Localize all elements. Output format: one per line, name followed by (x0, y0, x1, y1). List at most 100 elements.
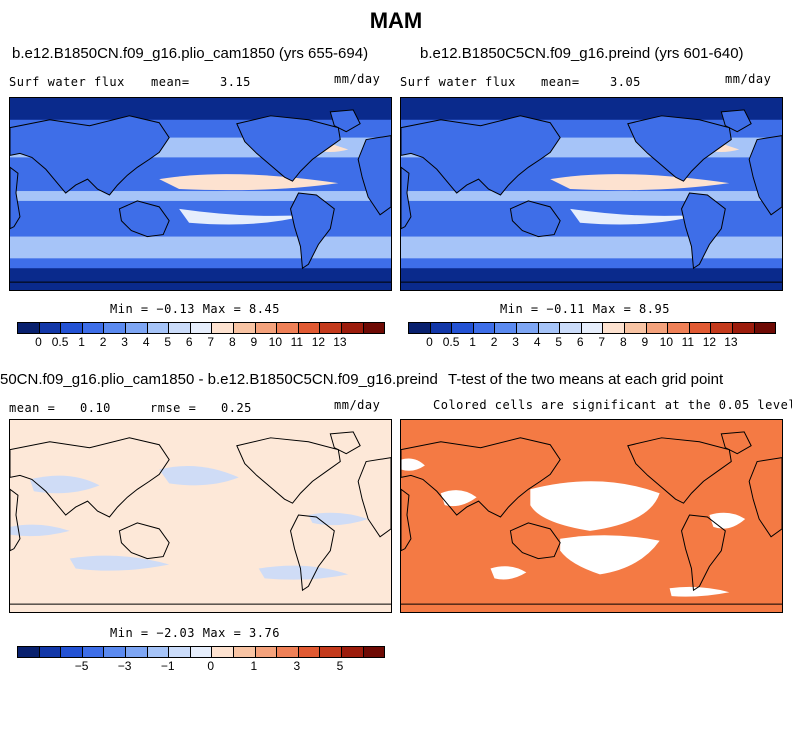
colorbar-tick-label: 0 (426, 335, 433, 349)
colorbar-tick-label: 2 (99, 335, 107, 349)
colorbar-box (298, 647, 321, 657)
colorbar-box (581, 323, 604, 333)
colorbar-tick-label: 12 (702, 335, 717, 349)
coastline-africa-east (748, 135, 782, 216)
colorbar-box (320, 323, 342, 333)
colorbar-tick-label: 5 (164, 335, 172, 349)
colorbar-box (18, 323, 40, 333)
colorbar-tick-label: 0 (35, 335, 42, 349)
coastline-africa-west (10, 488, 21, 552)
variable-label-top-right: Surf water flux (400, 75, 516, 89)
colorbar-box (277, 323, 299, 333)
colorbar-tick-label: 3 (121, 335, 128, 349)
colorbar-top-right (408, 322, 776, 334)
coastline-south-america (681, 192, 726, 270)
land-australia (119, 200, 170, 237)
colorbar-tick-label: 12 (311, 335, 326, 349)
minmax-top-right: Min = −0.11 Max = 8.95 (500, 302, 670, 316)
colorbar-box (341, 647, 364, 657)
colorbar-tick-label: 7 (207, 335, 215, 349)
colorbar-box (754, 323, 776, 333)
dry-patch (179, 208, 309, 225)
colorbar-box (18, 647, 40, 657)
colorbar-box (646, 323, 669, 333)
colorbar-box (233, 323, 256, 333)
colorbar-tick-label: 0 (207, 659, 215, 673)
colorbar-tick-label: 3 (293, 659, 301, 673)
units-label-top-left: mm/day (334, 72, 381, 86)
colorbar-box (430, 323, 453, 333)
coastline-north-america (627, 115, 732, 182)
colorbar-box (169, 647, 191, 657)
itcz-band (10, 191, 391, 201)
variable-label-top-left: Surf water flux (9, 75, 125, 89)
colorbar-box (341, 323, 364, 333)
coastline-australia (118, 522, 170, 560)
colorbar-box (298, 323, 321, 333)
land-africa-west (10, 167, 20, 229)
coastline-asia (10, 437, 170, 518)
map-bottom-left (9, 419, 392, 613)
land-australia (510, 200, 561, 237)
colorbar-tick-label: 0.5 (51, 335, 69, 349)
non-significant-region (560, 535, 660, 575)
colorbar-box (233, 647, 256, 657)
coastline-africa-west (401, 488, 412, 552)
negative-anomaly (10, 524, 70, 537)
mean-label-top-left: mean= (151, 75, 190, 89)
land-greenland (721, 109, 752, 132)
panel-title-bottom-left: 50CN.f09_g16.plio_cam1850 - b.e12.B1850C… (0, 371, 438, 388)
coastline-africa-west (401, 166, 412, 230)
colorbar-box (169, 323, 191, 333)
coastline-greenland (720, 109, 752, 133)
panel-subtitle-bottom-right: Colored cells are significant at the 0.0… (433, 398, 792, 412)
colorbar-box (668, 323, 690, 333)
minmax-top-left: Min = −0.13 Max = 8.45 (110, 302, 280, 316)
polar-band (401, 268, 782, 290)
land-asia (401, 115, 561, 195)
negative-anomaly (69, 555, 170, 571)
land-north-america (627, 115, 732, 182)
coastline-south-america (290, 514, 335, 592)
coastline-greenland (329, 109, 361, 133)
colorbar-box (212, 323, 234, 333)
panel-title-top-right: b.e12.B1850C5CN.f09_g16.preind (yrs 601-… (420, 45, 744, 62)
coastline-asia (401, 437, 561, 518)
colorbar-tick-label: 6 (185, 335, 193, 349)
land-north-america (236, 115, 341, 182)
colorbar-labels-bottom-left: −5 −3 −1 0 1 3 5 (17, 659, 383, 673)
polar-band (401, 98, 782, 120)
colorbar-box (538, 323, 561, 333)
coastline-africa-east (748, 457, 782, 538)
colorbar-box (255, 323, 278, 333)
colorbar-box (363, 647, 385, 657)
colorbar-tick-label: −5 (74, 659, 89, 673)
land-south-america (681, 193, 726, 269)
coastline-north-america (627, 437, 732, 504)
colorbar-box (473, 323, 496, 333)
colorbar-tick-label: 9 (641, 335, 649, 349)
rmse-value-bottom-left: 0.25 (221, 401, 252, 415)
colorbar-box (711, 323, 733, 333)
colorbar-top-left (17, 322, 385, 334)
minmax-bottom-left: Min = −2.03 Max = 3.76 (110, 626, 280, 640)
non-significant-region (490, 566, 527, 580)
colorbar-box (39, 647, 62, 657)
coastline-greenland (720, 431, 752, 455)
polar-band (10, 268, 391, 290)
mean-label-top-right: mean= (541, 75, 580, 89)
colorbar-tick-label: −3 (117, 659, 132, 673)
non-significant-region (530, 481, 660, 531)
colorbar-box (277, 647, 299, 657)
coastline-australia (509, 522, 561, 560)
coastline-north-america (236, 437, 341, 504)
coastline-africa-east (357, 135, 391, 216)
colorbar-box (452, 323, 474, 333)
units-label-top-right: mm/day (725, 72, 772, 86)
colorbar-box (104, 323, 126, 333)
map-bottom-right (400, 419, 783, 613)
colorbar-tick-label: 10 (268, 335, 283, 349)
colorbar-box (255, 647, 278, 657)
colorbar-tick-label: 4 (142, 335, 150, 349)
colorbar-box (82, 647, 105, 657)
